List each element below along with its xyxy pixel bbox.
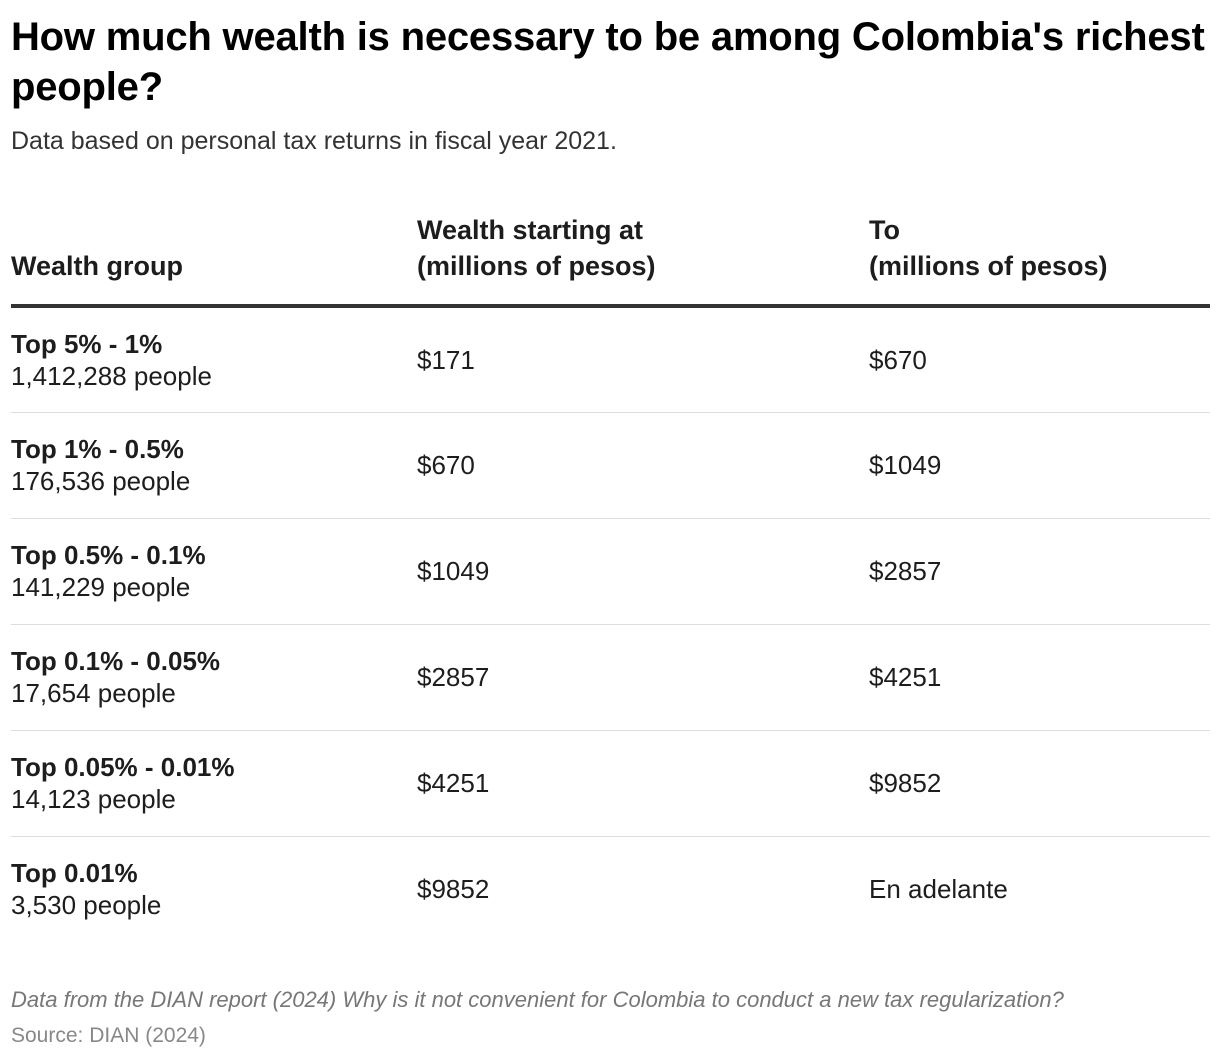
cell-wealth-to: $1049 xyxy=(869,412,1210,519)
table-body: Top 5% - 1% 1,412,288 people $171 $670 Top 1… xyxy=(11,306,1210,942)
table-row: Top 0.01% 3,530 people $9852 En adelante xyxy=(11,836,1210,942)
wealth-group-people: 17,654 people xyxy=(11,678,176,708)
wealth-group-name: Top 1% - 0.5% xyxy=(11,434,184,464)
cell-wealth-from: $171 xyxy=(417,306,869,413)
cell-wealth-to: $9852 xyxy=(869,730,1210,837)
wealth-group-people: 14,123 people xyxy=(11,784,176,814)
cell-wealth-group: Top 0.01% 3,530 people xyxy=(11,836,417,942)
table-row: Top 5% - 1% 1,412,288 people $171 $670 xyxy=(11,306,1210,413)
cell-wealth-from: $9852 xyxy=(417,874,490,905)
table-row: Top 1% - 0.5% 176,536 people $670 $1049 xyxy=(11,412,1210,519)
wealth-group-name: Top 0.05% - 0.01% xyxy=(11,752,235,782)
table-row: Top 0.5% - 0.1% 141,229 people $1049 $2857 xyxy=(11,518,1210,625)
footnotes: Data from the DIAN report (2024) Why is … xyxy=(11,985,1210,1051)
cell-wealth-group: Top 0.05% - 0.01% 14,123 people xyxy=(11,730,417,837)
source-credit: Source: DIAN (2024) xyxy=(11,1024,206,1047)
cell-wealth-to: $670 xyxy=(869,306,1210,413)
cell-wealth-group: Top 5% - 1% 1,412,288 people xyxy=(11,306,417,413)
wealth-group-name: Top 0.1% - 0.05% xyxy=(11,646,221,676)
table-header-row: Wealth group Wealth starting at (million… xyxy=(11,212,1210,308)
chart-container: How much wealth is necessary to be among… xyxy=(11,12,1210,942)
cell-wealth-to: En adelante xyxy=(869,874,1008,905)
header-wealth-to-line2: (millions of pesos) xyxy=(869,251,1108,281)
cell-wealth-to: $2857 xyxy=(869,518,1210,625)
cell-wealth-from: $670 xyxy=(417,412,869,519)
cell-wealth-from: $4251 xyxy=(417,730,869,837)
header-wealth-from-line1: Wealth starting at xyxy=(417,215,644,245)
header-wealth-from-line2: (millions of pesos) xyxy=(417,251,656,281)
wealth-group-name: Top 0.01% xyxy=(11,858,138,889)
table-row: Top 0.05% - 0.01% 14,123 people $4251 $9852 xyxy=(11,730,1210,837)
header-wealth-group: Wealth group xyxy=(11,212,417,308)
table-row: Top 0.1% - 0.05% 17,654 people $2857 $4251 xyxy=(11,624,1210,731)
cell-wealth-group: Top 1% - 0.5% 176,536 people xyxy=(11,412,417,519)
cell-wealth-to: $4251 xyxy=(869,624,1210,731)
cell-wealth-from: $1049 xyxy=(417,518,869,625)
cell-wealth-group: Top 0.1% - 0.05% 17,654 people xyxy=(11,624,417,731)
cell-wealth-from: $2857 xyxy=(417,624,869,731)
header-wealth-to-line1: To xyxy=(869,215,900,245)
chart-subtitle: Data based on personal tax returns in fi… xyxy=(11,127,617,155)
wealth-group-name: Top 5% - 1% xyxy=(11,328,163,359)
header-wealth-group-label: Wealth group xyxy=(11,251,183,281)
wealth-group-people: 141,229 people xyxy=(11,572,191,602)
wealth-group-people: 3,530 people xyxy=(11,890,162,921)
wealth-group-people: 1,412,288 people xyxy=(11,360,212,391)
header-wealth-from: Wealth starting at (millions of pesos) xyxy=(417,212,869,308)
cell-wealth-group: Top 0.5% - 0.1% 141,229 people xyxy=(11,518,417,625)
wealth-group-name: Top 0.5% - 0.1% xyxy=(11,540,206,570)
wealth-group-people: 176,536 people xyxy=(11,466,191,496)
wealth-table: Wealth group Wealth starting at (million… xyxy=(11,212,1210,942)
data-note: Data from the DIAN report (2024) Why is … xyxy=(11,987,1064,1012)
header-wealth-to: To (millions of pesos) xyxy=(869,212,1210,308)
chart-title: How much wealth is necessary to be among… xyxy=(11,15,1205,109)
